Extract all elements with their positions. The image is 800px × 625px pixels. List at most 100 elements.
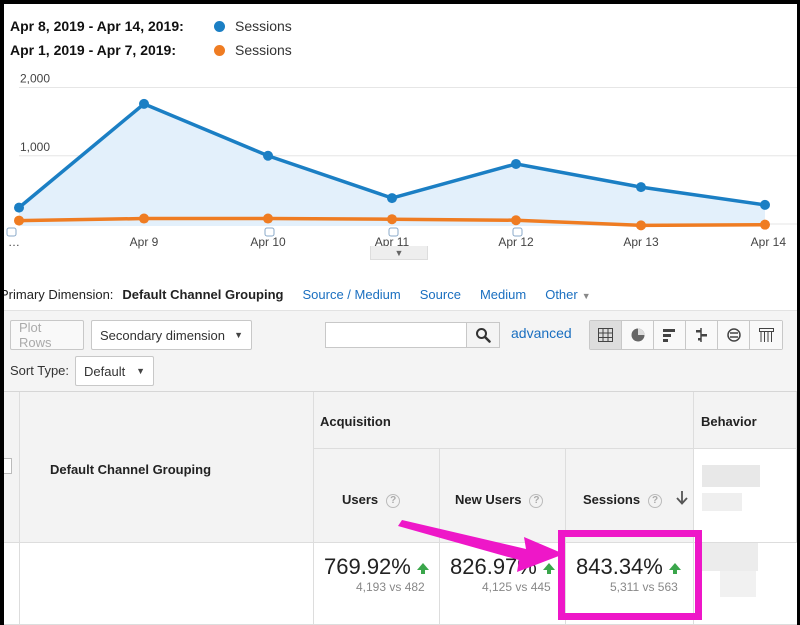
- up-arrow-icon: [668, 563, 681, 574]
- users-column-header: Users: [342, 492, 379, 507]
- annotation-highlight-box: [558, 530, 702, 620]
- data-point: [511, 158, 521, 169]
- bar-view-icon: [662, 329, 675, 342]
- caret-down-icon: ▼: [581, 290, 591, 301]
- select-all-checkbox[interactable]: [4, 458, 12, 474]
- dimension-link-source[interactable]: Source: [419, 286, 461, 302]
- legend-series: Sessions: [235, 42, 292, 58]
- series-dot-icon: [214, 20, 225, 32]
- search-button[interactable]: [467, 322, 500, 348]
- help-icon[interactable]: ?: [648, 493, 663, 508]
- comparison-view-button[interactable]: [686, 321, 718, 349]
- sort-type-label: Sort Type:: [10, 363, 70, 378]
- redacted-block: [702, 493, 742, 511]
- view-switcher: [589, 320, 783, 350]
- legend-previous: Apr 1, 2019 - Apr 7, 2019: Sessions: [10, 40, 292, 60]
- annotation-marker: [6, 227, 17, 237]
- sort-type-select[interactable]: Default ▼: [75, 356, 154, 386]
- legend-range: Apr 1, 2019 - Apr 7, 2019:: [10, 42, 177, 58]
- users-change-pct: 769.92%: [324, 554, 411, 579]
- grid-view-button[interactable]: [590, 321, 622, 349]
- new-users-header-cell[interactable]: New Users?: [440, 449, 566, 543]
- comparison-view-icon: [695, 328, 707, 342]
- primary-dimension-bar: Primary Dimension: Default Channel Group…: [4, 284, 591, 304]
- data-point: [760, 199, 770, 210]
- help-icon[interactable]: ?: [386, 493, 401, 508]
- data-point: [139, 213, 149, 224]
- new-users-compare: 4,125 vs 445: [482, 580, 551, 594]
- up-arrow-icon: [416, 563, 429, 574]
- y-tick-label: 1,000: [20, 140, 50, 154]
- x-tick-label: Apr 12: [498, 235, 534, 249]
- x-tick-label: Apr 11: [375, 235, 410, 249]
- redacted-block: [702, 465, 760, 487]
- data-point: [263, 213, 273, 224]
- annotation-marker: [264, 227, 275, 237]
- pie-view-icon: [631, 328, 644, 342]
- annotation-marker: [388, 227, 399, 237]
- chevron-down-icon: ▼: [394, 247, 404, 258]
- x-tick-label: Apr 10: [250, 235, 286, 249]
- other-label: Other: [545, 286, 578, 302]
- up-arrow-icon: [542, 563, 555, 574]
- bar-view-button[interactable]: [654, 321, 686, 349]
- table-search-input[interactable]: [325, 322, 467, 348]
- sessions-column-header: Sessions: [583, 492, 641, 507]
- search-icon: [476, 328, 491, 343]
- data-point: [139, 98, 149, 109]
- data-point: [511, 215, 521, 226]
- legend-series: Sessions: [235, 18, 292, 34]
- pivot-view-icon: [758, 328, 774, 342]
- series-dot-icon: [214, 44, 225, 56]
- dimension-column-header[interactable]: Default Channel Grouping: [50, 462, 212, 477]
- primary-dimension-current: Default Channel Grouping: [122, 286, 284, 302]
- sort-type-value: Default: [84, 363, 126, 379]
- behavior-group-header: Behavior: [701, 414, 757, 429]
- sessions-header-cell[interactable]: Sessions?: [566, 449, 694, 543]
- x-tick-label: Apr 9: [130, 235, 159, 249]
- sort-descending-icon[interactable]: [676, 491, 688, 505]
- annotation-arrow: [398, 520, 564, 572]
- caret-down-icon: ▼: [136, 366, 145, 376]
- dimension-link-other[interactable]: Other ▼: [545, 287, 590, 302]
- behavior-group-cell: Behavior: [694, 392, 797, 449]
- plot-rows-button[interactable]: Plot Rows: [10, 320, 84, 350]
- legend-current: Apr 8, 2019 - Apr 14, 2019: Sessions: [10, 16, 292, 36]
- series-area: [19, 103, 765, 226]
- x-tick-label: Apr 13: [623, 235, 659, 249]
- help-icon[interactable]: ?: [529, 493, 544, 508]
- users-total-cell: 769.92% 4,193 vs 482: [314, 543, 440, 625]
- report-frame: Apr 8, 2019 - Apr 14, 2019: Sessions Apr…: [4, 4, 797, 625]
- secondary-dimension-select[interactable]: Secondary dimension ▼: [91, 320, 252, 350]
- secondary-dimension-label: Secondary dimension: [100, 327, 226, 343]
- dimension-header-cell: Default Channel Grouping: [20, 392, 314, 543]
- checkbox-header-cell: [4, 392, 20, 543]
- caret-down-icon: ▼: [234, 330, 243, 340]
- y-tick-label: 2,000: [20, 72, 50, 86]
- x-tick-label: Apr 14: [751, 235, 787, 249]
- annotation-marker: [512, 227, 523, 237]
- redacted-block: [702, 543, 758, 571]
- dimension-link-source-medium[interactable]: Source / Medium: [302, 286, 401, 302]
- new-users-column-header: New Users: [455, 492, 522, 507]
- advanced-search-link[interactable]: advanced: [511, 325, 572, 341]
- report-table: Default Channel Grouping Acquisition Beh…: [4, 392, 797, 625]
- pivot-view-button[interactable]: [750, 321, 782, 349]
- acquisition-group-cell: Acquisition: [314, 392, 694, 449]
- chart-collapse-toggle[interactable]: ▼: [370, 246, 428, 260]
- dimension-link-medium[interactable]: Medium: [479, 286, 527, 302]
- grid-view-icon: [598, 328, 613, 342]
- x-tick-label: …: [8, 235, 20, 249]
- pie-view-button[interactable]: [622, 321, 654, 349]
- sessions-line-chart: 2,000 1,000 … Apr 9 Apr 10 Apr 11 Apr 12 Apr 1…: [6, 72, 797, 249]
- term-cloud-button[interactable]: [718, 321, 750, 349]
- legend-range: Apr 8, 2019 - Apr 14, 2019:: [10, 18, 184, 34]
- data-point: [387, 193, 397, 204]
- primary-dimension-label: Primary Dimension:: [4, 286, 114, 302]
- acquisition-group-header: Acquisition: [320, 414, 391, 429]
- redacted-block: [720, 571, 756, 597]
- sessions-total-cell: 843.34% 5,311 vs 563: [566, 543, 694, 625]
- data-point: [14, 215, 24, 226]
- users-header-cell[interactable]: Users?: [314, 449, 440, 543]
- users-compare: 4,193 vs 482: [356, 580, 425, 594]
